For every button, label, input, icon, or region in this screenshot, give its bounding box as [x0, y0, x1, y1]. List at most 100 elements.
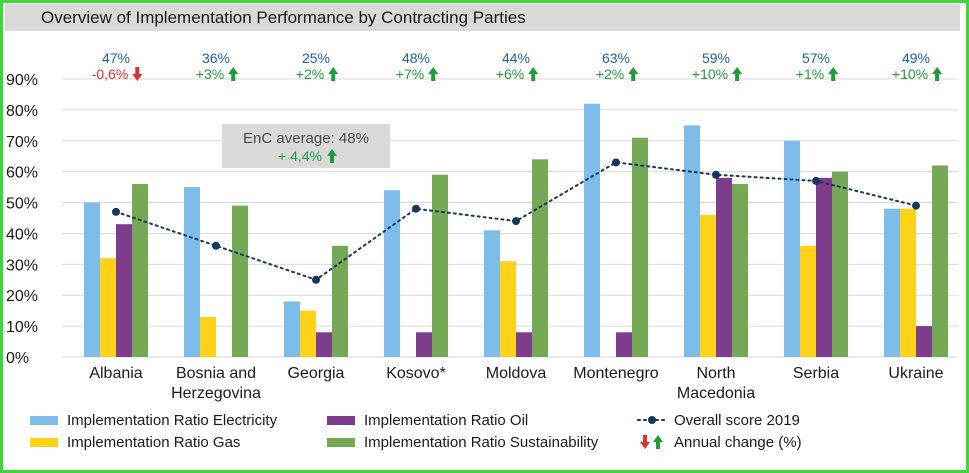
overall-score-point: [212, 241, 220, 250]
legend-label: Implementation Ratio Oil: [364, 412, 528, 429]
y-tick-label: 30%: [6, 257, 38, 274]
annotation-average: EnC average: 48%: [243, 130, 369, 147]
bar-implementation-ratio-electricity: [584, 103, 600, 357]
annual-change-label: +2%: [596, 66, 624, 82]
y-tick-label: 0%: [6, 350, 29, 367]
bar-implementation-ratio-electricity: [484, 230, 500, 357]
bar-implementation-ratio-electricity: [84, 202, 100, 357]
bar-implementation-ratio-electricity: [384, 190, 400, 357]
annual-change-label: +3%: [196, 66, 224, 82]
bar-implementation-ratio-sustainability: [132, 184, 148, 357]
bar-implementation-ratio-oil: [916, 326, 932, 357]
annual-change-label: +2%: [296, 66, 324, 82]
annual-change-arrow-icon: [328, 67, 339, 81]
score-label: 49%: [902, 50, 930, 66]
annual-change-arrow-icon: [132, 67, 143, 81]
legend-swatch: [30, 416, 58, 425]
x-tick-label: Herzegovina: [171, 385, 261, 402]
enc-average-annotation: EnC average: 48%+ 4,4%: [222, 124, 390, 168]
annual-change-arrow-icon: [628, 67, 639, 81]
x-tick-label: Albania: [89, 365, 142, 382]
x-tick-label: Ukraine: [888, 365, 943, 382]
bar-implementation-ratio-electricity: [784, 140, 800, 357]
legend: Implementation Ratio Electricity Implemen…: [30, 412, 802, 451]
annual-change-arrow-icon: [228, 67, 239, 81]
overall-score-point: [612, 158, 620, 167]
annual-change-label: +10%: [692, 66, 728, 82]
y-axis: 0% 10% 20% 30% 40% 50% 60% 70% 80% 90%: [6, 72, 38, 367]
overall-score-line: [112, 158, 920, 284]
legend-label: Implementation Ratio Sustainability: [364, 434, 599, 451]
bar-implementation-ratio-electricity: [684, 125, 700, 357]
bars: [84, 103, 948, 357]
bar-implementation-ratio-sustainability: [932, 165, 948, 357]
x-axis: Albania Bosnia and Herzegovina Georgia Kosov…: [89, 365, 943, 402]
legend-swatch: [327, 438, 355, 447]
y-tick-label: 90%: [6, 72, 38, 89]
overall-score-point: [312, 275, 320, 284]
bar-implementation-ratio-gas: [900, 208, 916, 357]
bar-implementation-ratio-gas: [300, 310, 316, 357]
annual-change-arrow-icon: [932, 67, 943, 81]
score-label: 59%: [702, 50, 730, 66]
legend-label: Implementation Ratio Electricity: [67, 412, 278, 429]
annotation-box: [222, 124, 390, 168]
bar-implementation-ratio-electricity: [184, 187, 200, 357]
y-tick-label: 10%: [6, 319, 38, 336]
annual-change-label: +10%: [892, 66, 928, 82]
bar-implementation-ratio-sustainability: [632, 137, 648, 357]
legend-down-arrow-icon: [640, 435, 650, 449]
score-label: 36%: [202, 50, 230, 66]
x-tick-label: Moldova: [486, 365, 547, 382]
annual-change-label: -0,6%: [92, 66, 129, 82]
bar-implementation-ratio-gas: [100, 258, 116, 357]
legend-line-marker: [648, 416, 656, 424]
bar-implementation-ratio-oil: [416, 332, 432, 357]
annual-change-label: +6%: [496, 66, 524, 82]
bar-implementation-ratio-oil: [616, 332, 632, 357]
bar-implementation-ratio-gas: [200, 316, 216, 357]
x-tick-label: Montenegro: [573, 365, 658, 382]
legend-up-arrow-icon: [653, 435, 663, 449]
bar-implementation-ratio-sustainability: [832, 171, 848, 357]
bar-implementation-ratio-sustainability: [332, 245, 348, 357]
x-tick-label: Kosovo*: [386, 365, 446, 382]
bar-implementation-ratio-oil: [816, 177, 832, 357]
overall-score-point: [412, 204, 420, 213]
annual-change-arrow-icon: [428, 67, 439, 81]
y-tick-label: 40%: [6, 226, 38, 243]
chart-title-bar: Overview of Implementation Performance b…: [5, 4, 960, 31]
annual-change-label: +7%: [396, 66, 424, 82]
y-tick-label: 70%: [6, 134, 38, 151]
overall-score-point: [712, 170, 720, 179]
x-tick-label: Serbia: [793, 365, 839, 382]
score-label: 57%: [802, 50, 830, 66]
score-label: 47%: [102, 50, 130, 66]
annotation-up-arrow-icon: [326, 149, 337, 163]
score-labels: 47%-0,6%36%+3%25%+2%48%+7%44%+6%63%+2%59…: [92, 50, 943, 82]
bar-implementation-ratio-gas: [800, 245, 816, 357]
bar-implementation-ratio-oil: [316, 332, 332, 357]
score-label: 48%: [402, 50, 430, 66]
legend-swatch: [327, 416, 355, 425]
bar-implementation-ratio-oil: [116, 224, 132, 357]
legend-swatch: [30, 438, 58, 447]
annual-change-arrow-icon: [732, 67, 743, 81]
bar-implementation-ratio-gas: [500, 261, 516, 357]
legend-label: Overall score 2019: [674, 412, 800, 429]
legend-label: Annual change (%): [674, 434, 802, 451]
x-tick-label: Georgia: [288, 365, 345, 382]
annual-change-arrow-icon: [528, 67, 539, 81]
x-tick-label: Bosnia and: [176, 365, 256, 382]
y-tick-label: 20%: [6, 288, 38, 305]
overall-score-point: [112, 207, 120, 216]
bar-implementation-ratio-oil: [516, 332, 532, 357]
score-label: 25%: [302, 50, 330, 66]
y-tick-label: 80%: [6, 103, 38, 120]
annual-change-label: +1%: [796, 66, 824, 82]
bar-implementation-ratio-electricity: [884, 208, 900, 357]
overall-score-point: [912, 201, 920, 210]
legend-label: Implementation Ratio Gas: [67, 434, 240, 451]
bar-implementation-ratio-electricity: [284, 301, 300, 357]
